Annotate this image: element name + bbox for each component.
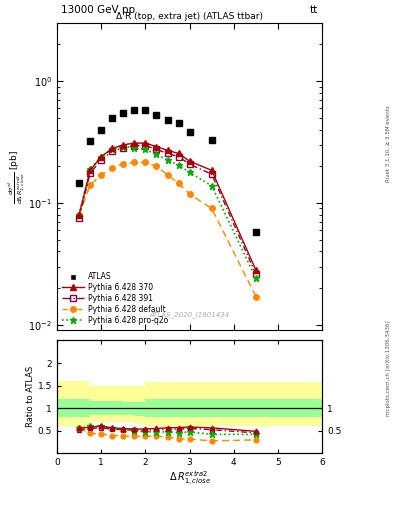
Y-axis label: $\frac{d\sigma^{id}}{d\Delta\,R^{extra2}_{1,close}}$ [pb]: $\frac{d\sigma^{id}}{d\Delta\,R^{extra2}…: [6, 150, 26, 204]
Text: Rivet 3.1.10, ≥ 3.5M events: Rivet 3.1.10, ≥ 3.5M events: [386, 105, 391, 182]
Legend: ATLAS, Pythia 6.428 370, Pythia 6.428 391, Pythia 6.428 default, Pythia 6.428 pr: ATLAS, Pythia 6.428 370, Pythia 6.428 39…: [61, 271, 169, 327]
Title: Δ R (top, extra jet) (ATLAS ttbar): Δ R (top, extra jet) (ATLAS ttbar): [116, 12, 263, 21]
Text: 13000 GeV pp: 13000 GeV pp: [61, 5, 135, 15]
Y-axis label: Ratio to ATLAS: Ratio to ATLAS: [26, 366, 35, 428]
X-axis label: $\Delta\,R^{extra2}_{1,close}$: $\Delta\,R^{extra2}_{1,close}$: [169, 470, 211, 488]
Text: ATLAS_2020_I1801434: ATLAS_2020_I1801434: [149, 311, 230, 318]
Text: tt: tt: [310, 5, 318, 15]
Text: mcplots.cern.ch [arXiv:1306.3436]: mcplots.cern.ch [arXiv:1306.3436]: [386, 321, 391, 416]
